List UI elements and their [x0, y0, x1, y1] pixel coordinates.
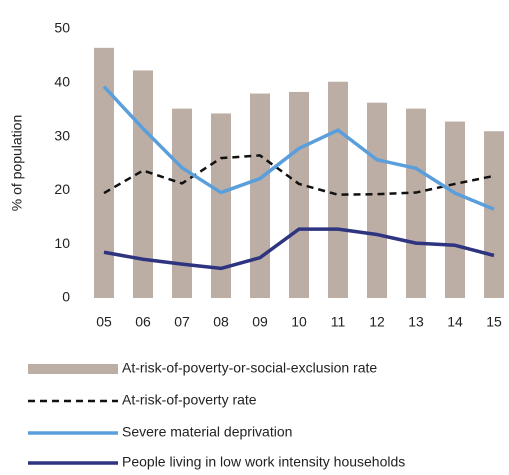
line: [103, 154, 495, 196]
legend-label: People living in low work intensity hous…: [122, 454, 405, 470]
x-tick-label: 15: [486, 314, 502, 330]
bar: [172, 108, 192, 299]
x-tick-label: 05: [96, 314, 112, 330]
y-tick-label: 20: [54, 181, 70, 197]
bar: [133, 70, 153, 299]
bar: [289, 91, 309, 298]
bar: [367, 102, 387, 299]
bar: [94, 47, 114, 298]
x-tick-label: 12: [369, 314, 385, 330]
legend-swatch: [28, 364, 118, 374]
y-axis-label: % of population: [9, 115, 25, 212]
bar: [250, 93, 270, 298]
x-tick-label: 06: [135, 314, 151, 330]
bar: [211, 113, 231, 298]
x-tick-label: 11: [331, 314, 346, 330]
x-tick-label: 07: [174, 314, 190, 330]
y-tick-label: 50: [54, 20, 70, 36]
line: [103, 227, 495, 271]
x-tick-label: 10: [291, 314, 307, 330]
x-tick-label: 14: [447, 314, 463, 330]
x-tick-label: 13: [408, 314, 424, 330]
bar: [484, 131, 504, 298]
y-tick-label: 10: [54, 235, 70, 251]
bar: [406, 108, 426, 299]
legend-label: Severe material deprivation: [122, 424, 292, 440]
legend-label: At-risk-of-poverty-or-social-exclusion r…: [122, 360, 377, 376]
y-tick-label: 0: [62, 289, 70, 305]
x-tick-label: 09: [252, 314, 268, 330]
y-tick-label: 40: [54, 74, 70, 90]
y-tick-label: 30: [54, 127, 70, 143]
bar: [328, 81, 348, 298]
legend-label: At-risk-of-poverty rate: [122, 392, 257, 408]
line: [102, 85, 495, 211]
bar: [445, 121, 465, 298]
x-tick-label: 08: [213, 314, 229, 330]
